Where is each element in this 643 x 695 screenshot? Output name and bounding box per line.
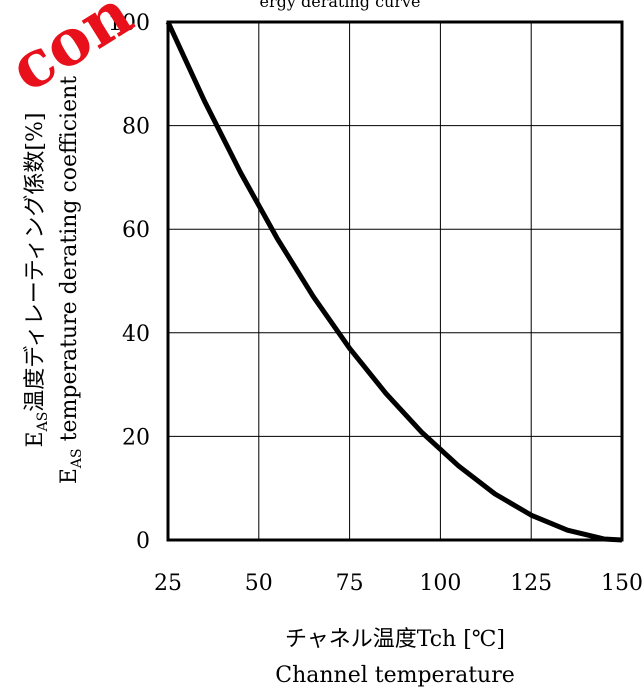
x-tick-labels: 25 50 75 100 125 150 xyxy=(154,571,643,596)
y-axis-title-2: EAS temperature derating coefficient xyxy=(57,76,85,484)
y-axis-title-line1: EAS温度ディレーティング係数[%] xyxy=(23,113,51,448)
y-tick-label-40: 40 xyxy=(122,322,150,347)
x-tick-label-75: 75 xyxy=(336,571,364,596)
ylabel2-main: E xyxy=(57,468,82,484)
y-tick-label-0: 0 xyxy=(136,529,150,554)
plot-frame xyxy=(166,20,624,542)
x-tick-label-125: 125 xyxy=(510,571,552,596)
y-tick-label-20: 20 xyxy=(122,425,150,450)
x-tick-label-25: 25 xyxy=(154,571,182,596)
y-axis-title: EAS温度ディレーティング係数[%] xyxy=(23,113,51,448)
curve-layer xyxy=(165,20,623,543)
x-tick-label-50: 50 xyxy=(245,571,273,596)
grid-lines xyxy=(168,22,622,540)
ylabel1-sub: AS xyxy=(35,412,51,433)
chart-title-fragment: ergy derating curve xyxy=(260,0,421,11)
y-tick-label-60: 60 xyxy=(122,218,150,243)
y-tick-label-80: 80 xyxy=(122,115,150,140)
y-axis-title-line2: EAS temperature derating coefficient xyxy=(57,76,85,484)
x-tick-label-150: 150 xyxy=(601,571,643,596)
x-tick-label-100: 100 xyxy=(419,571,461,596)
derating-curve xyxy=(165,20,623,543)
x-axis-title-line2: Channel temperature xyxy=(275,663,515,688)
ylabel2-sub: AS xyxy=(69,448,85,469)
y-tick-labels: 0 20 40 60 80 100 xyxy=(108,11,150,554)
ylabel2-rest: temperature derating coefficient xyxy=(57,76,82,449)
x-axis-title-line1: チャネル温度Tch [℃] xyxy=(285,627,505,652)
y-tick-label-100: 100 xyxy=(108,11,150,36)
ylabel1-main: E xyxy=(23,431,48,447)
ylabel1-rest: 温度ディレーティング係数[%] xyxy=(23,113,48,412)
